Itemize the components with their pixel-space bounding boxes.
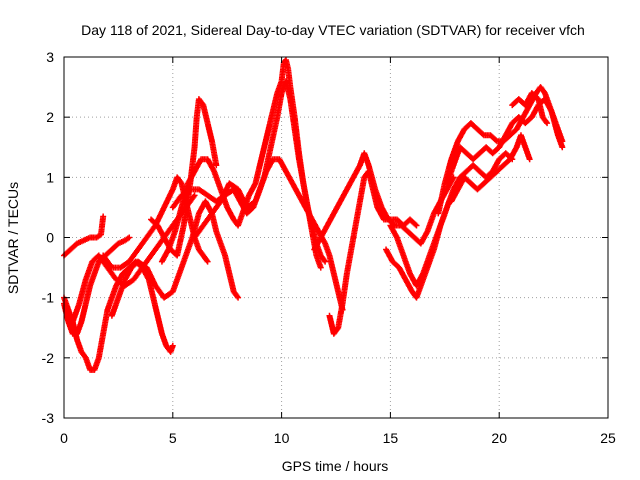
data-point	[100, 213, 107, 220]
data-point	[526, 156, 533, 163]
data-point	[544, 120, 551, 127]
x-tick-label: 25	[600, 430, 616, 446]
chart-title: Day 118 of 2021, Sidereal Day-to-day VTE…	[81, 22, 585, 38]
y-tick-label: -3	[42, 410, 55, 426]
data-point	[543, 118, 550, 125]
data-point	[204, 258, 211, 265]
x-tick-label: 5	[169, 430, 177, 446]
data-point	[234, 293, 241, 300]
y-tick-label: 2	[46, 109, 54, 125]
y-tick-labels: -3 -2 -1 0 1 2 3	[42, 49, 55, 426]
grid	[64, 57, 608, 418]
data-point	[317, 264, 324, 271]
y-axis-label: SDTVAR / TECUs	[5, 182, 21, 294]
data-point	[126, 234, 133, 241]
x-axis-label: GPS time / hours	[282, 458, 389, 474]
data-point	[559, 144, 566, 151]
data-point	[321, 257, 328, 264]
x-tick-label: 0	[60, 430, 68, 446]
x-tick-label: 10	[274, 430, 290, 446]
x-tick-label: 15	[383, 430, 399, 446]
data-point	[213, 162, 220, 169]
data-point	[191, 192, 198, 199]
y-tick-label: 0	[46, 230, 54, 246]
x-tick-label: 20	[491, 430, 507, 446]
y-tick-label: 3	[46, 49, 54, 65]
data-point	[413, 222, 420, 229]
data-point	[412, 221, 419, 228]
axis-ticks	[63, 56, 609, 419]
data-point	[185, 187, 192, 194]
x-tick-labels: 0 5 10 15 20 25	[60, 430, 616, 446]
y-tick-label: -1	[42, 290, 55, 306]
data-point	[334, 325, 341, 332]
y-tick-label: 1	[46, 169, 54, 185]
data-points	[61, 57, 566, 373]
data-point	[235, 294, 242, 301]
data-point	[203, 257, 210, 264]
data-point	[322, 258, 329, 265]
y-tick-label: -2	[42, 350, 55, 366]
data-point	[169, 342, 176, 349]
